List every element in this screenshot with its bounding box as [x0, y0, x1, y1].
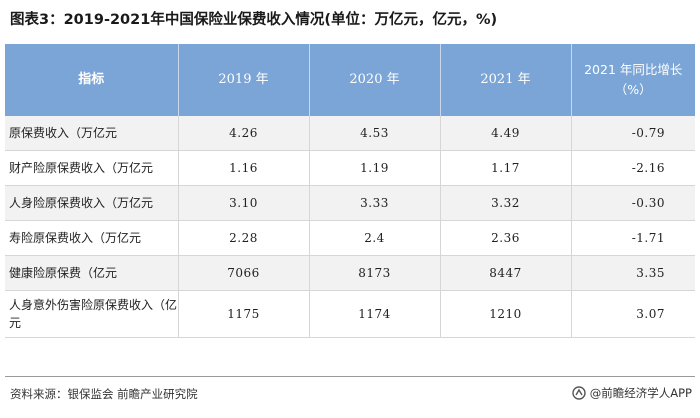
cell-2021: 1210	[440, 290, 572, 338]
cell-2020: 8173	[309, 255, 441, 291]
cell-2021: 2.36	[440, 220, 572, 256]
page-title: 图表3：2019-2021年中国保险业保费收入情况(单位：万亿元，亿元，%)	[10, 12, 498, 28]
cell-2019: 7066	[178, 255, 310, 291]
cell-2019: 1175	[178, 290, 310, 338]
header-2019: 2019 年	[178, 44, 310, 116]
cell-growth: -1.71	[571, 220, 695, 256]
cell-2020: 3.33	[309, 185, 441, 221]
row-label: 原保费收入（万亿元	[5, 116, 179, 151]
row-label: 健康险原保费（亿元	[5, 255, 179, 291]
table-row: 原保费收入（万亿元 4.26 4.53 4.49 -0.79	[5, 116, 695, 151]
row-label: 财产险原保费收入（万亿元	[5, 150, 179, 186]
cell-growth: 3.35	[571, 255, 695, 291]
cell-2019: 1.16	[178, 150, 310, 186]
cell-growth: -0.79	[571, 116, 695, 151]
row-label: 人身意外伤害险原保费收入（亿元	[5, 290, 179, 338]
table-row: 财产险原保费收入（万亿元 1.16 1.19 1.17 -2.16	[5, 150, 695, 186]
qianzhan-logo-icon	[572, 386, 586, 400]
table-row: 寿险原保费收入（万亿元 2.28 2.4 2.36 -1.71	[5, 220, 695, 256]
cell-2021: 1.17	[440, 150, 572, 186]
table-header-row: 指标 2019 年 2020 年 2021 年 2021 年同比增长（%）	[5, 44, 695, 116]
footer-divider	[5, 376, 695, 377]
cell-2020: 1.19	[309, 150, 441, 186]
header-growth: 2021 年同比增长（%）	[571, 44, 695, 116]
brand-text: @前瞻经济学人APP	[589, 386, 692, 400]
cell-2021: 3.32	[440, 185, 572, 221]
header-indicator: 指标	[5, 44, 179, 116]
row-label: 寿险原保费收入（万亿元	[5, 220, 179, 256]
cell-2019: 4.26	[178, 116, 310, 151]
table-row: 人身险原保费收入（万亿元 3.10 3.33 3.32 -0.30	[5, 185, 695, 221]
source-note: 资料来源：银保监会 前瞻产业研究院	[10, 387, 198, 401]
cell-2019: 3.10	[178, 185, 310, 221]
cell-growth: -2.16	[571, 150, 695, 186]
header-2021: 2021 年	[440, 44, 572, 116]
row-label: 人身险原保费收入（万亿元	[5, 185, 179, 221]
cell-growth: -0.30	[571, 185, 695, 221]
cell-2021: 4.49	[440, 116, 572, 151]
table-row: 人身意外伤害险原保费收入（亿元 1175 1174 1210 3.07	[5, 290, 695, 338]
header-2020: 2020 年	[309, 44, 441, 116]
cell-growth: 3.07	[571, 290, 695, 338]
brand-credit: @前瞻经济学人APP	[572, 385, 692, 401]
data-table: 指标 2019 年 2020 年 2021 年 2021 年同比增长（%） 原保…	[5, 44, 695, 338]
cell-2020: 2.4	[309, 220, 441, 256]
cell-2019: 2.28	[178, 220, 310, 256]
cell-2020: 1174	[309, 290, 441, 338]
cell-2021: 8447	[440, 255, 572, 291]
table-row: 健康险原保费（亿元 7066 8173 8447 3.35	[5, 255, 695, 291]
cell-2020: 4.53	[309, 116, 441, 151]
